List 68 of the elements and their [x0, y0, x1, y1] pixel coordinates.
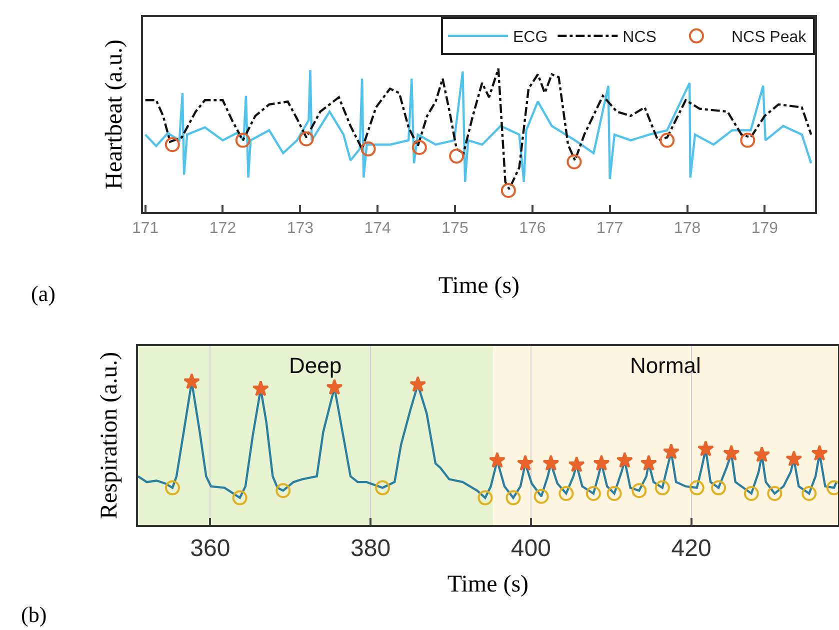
point	[542, 454, 560, 471]
point	[235, 132, 250, 148]
x-tick-label: 420	[671, 534, 712, 562]
point	[252, 380, 269, 396]
x-tick-label: 174	[364, 220, 392, 238]
point	[586, 486, 601, 501]
point	[660, 132, 675, 148]
x-tick-label: 175	[442, 220, 468, 238]
point	[640, 454, 658, 471]
x-tick-label: 171	[132, 220, 159, 238]
x-axis-title: Time (s)	[438, 273, 520, 299]
point	[744, 486, 759, 501]
point	[534, 488, 549, 504]
point	[558, 486, 574, 501]
point	[232, 490, 248, 506]
x-tick-label: 178	[674, 220, 701, 238]
point	[811, 444, 828, 461]
point	[298, 131, 314, 146]
point	[276, 483, 291, 498]
point	[754, 446, 770, 462]
x-tick-label: 179	[751, 220, 778, 238]
x-tick-label: 360	[190, 534, 230, 562]
point	[786, 450, 802, 466]
point	[802, 486, 817, 501]
x-axis-title: Time (s)	[447, 572, 529, 598]
legend-label: NCS Peak	[731, 29, 808, 46]
point	[478, 490, 493, 506]
point	[767, 486, 782, 501]
point	[326, 378, 343, 395]
point	[164, 137, 180, 152]
point	[566, 154, 582, 170]
point	[568, 456, 585, 472]
legend-label: NCS	[622, 29, 656, 46]
y-axis-title: Respiration (a.u.)	[96, 352, 123, 520]
point	[412, 140, 427, 155]
point	[506, 490, 521, 506]
x-tick-label: 176	[519, 220, 546, 238]
point	[711, 480, 726, 496]
point	[662, 443, 680, 460]
point	[689, 480, 704, 496]
x-tick-label: 380	[350, 534, 391, 562]
point	[410, 376, 426, 392]
point	[593, 454, 610, 471]
point	[360, 141, 376, 156]
legend-label: ECG	[513, 29, 548, 46]
point	[164, 480, 180, 496]
point	[740, 132, 756, 148]
point	[606, 486, 622, 501]
point	[632, 483, 647, 498]
point	[500, 182, 516, 198]
point	[375, 480, 390, 496]
band-label: Deep	[289, 353, 342, 378]
x-tick-label: 172	[209, 220, 236, 238]
x-tick-label: 177	[596, 220, 624, 238]
point	[697, 440, 714, 456]
y-axis-title: Heartbeat (a.u.)	[102, 40, 128, 190]
text: (b)	[21, 602, 47, 627]
text: (a)	[31, 281, 56, 306]
point	[723, 444, 740, 461]
x-tick-label: 400	[510, 534, 551, 562]
point	[449, 148, 464, 164]
point	[183, 373, 200, 390]
point	[488, 452, 506, 468]
point	[516, 454, 534, 471]
point	[616, 452, 634, 468]
point	[654, 480, 670, 496]
band-label: Normal	[630, 353, 701, 378]
x-tick-label: 173	[286, 220, 314, 238]
